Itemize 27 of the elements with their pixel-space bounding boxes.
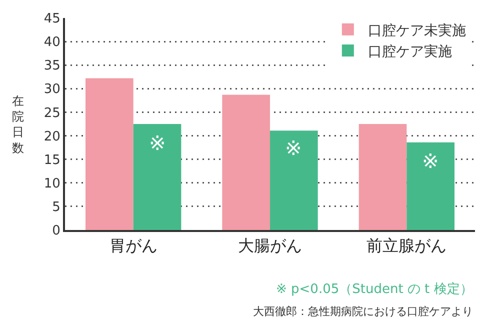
text: ※ p<0.05（Student の t 検定） (276, 282, 473, 297)
legend-label: 口腔ケア実施 (368, 44, 452, 60)
y-tick-label: 20 (44, 129, 60, 144)
y-tick-label: 45 (44, 12, 60, 27)
y-tick-label: 5 (52, 200, 60, 215)
y-tick-label: 15 (44, 152, 60, 168)
y-tick-label: 30 (44, 82, 60, 98)
annotation: ※ (149, 131, 166, 155)
x-tick-label: 大腸がん (238, 236, 302, 256)
y-tick-label: 25 (44, 106, 60, 121)
y-axis-title: 在院日数 (12, 94, 24, 155)
legend-label: 口腔ケア未実施 (368, 22, 466, 39)
bar (406, 142, 454, 230)
bar (222, 94, 270, 230)
y-tick-label: 40 (44, 35, 60, 50)
x-tick-label: 胃がん (109, 236, 158, 256)
y-tick-label: 0 (52, 224, 60, 239)
bar (86, 78, 134, 230)
y-tick-label: 10 (44, 176, 60, 192)
annotation: ※ (422, 149, 439, 173)
text: 大西徹郎：急性期病院における口腔ケアより (253, 305, 473, 318)
x-tick-label: 前立腺がん (366, 236, 447, 256)
annotation: ※ (285, 136, 302, 160)
bar (270, 130, 318, 230)
y-tick-label: 35 (44, 58, 60, 74)
bar (358, 124, 407, 230)
bar (133, 124, 182, 230)
